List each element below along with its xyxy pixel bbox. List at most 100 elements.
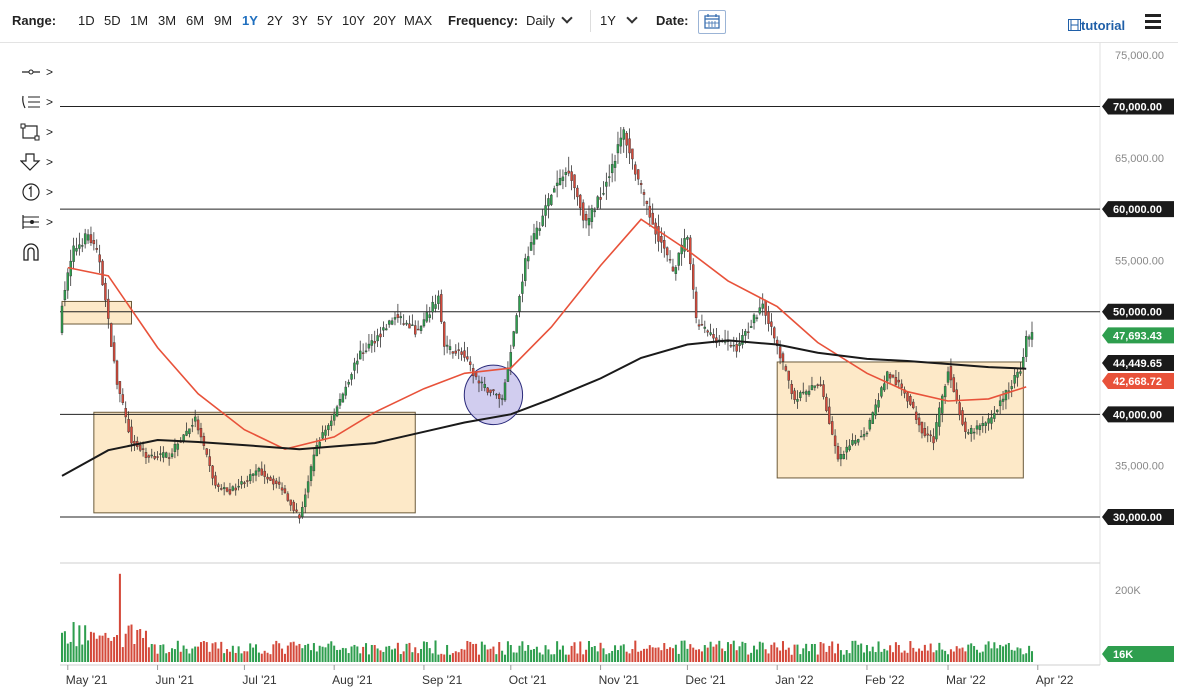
menu-icon[interactable] xyxy=(1145,14,1161,32)
volume-bar xyxy=(663,643,666,662)
magnet-tool[interactable] xyxy=(20,242,60,262)
volume-bar xyxy=(640,650,643,662)
volume-bar xyxy=(695,649,698,662)
volume-bar xyxy=(214,642,217,662)
volume-bar xyxy=(420,648,423,662)
time-tick-label: Jan '22 xyxy=(775,673,814,687)
candle-body xyxy=(836,446,840,460)
candle-body xyxy=(996,409,999,412)
volume-bar xyxy=(199,642,202,662)
candle-body xyxy=(416,328,420,331)
volume-bar xyxy=(118,573,121,662)
candle-body xyxy=(553,188,556,193)
range-9m[interactable]: 9M xyxy=(214,13,233,28)
volume-bar xyxy=(92,632,95,662)
range-1m[interactable]: 1M xyxy=(130,13,149,28)
volume-bar xyxy=(75,646,78,662)
volume-bar xyxy=(808,651,811,662)
volume-bar xyxy=(197,646,200,662)
candle-body xyxy=(480,381,484,384)
candle-body xyxy=(234,487,237,491)
volume-bar xyxy=(900,652,903,662)
volume-bar xyxy=(472,644,475,662)
candle-body xyxy=(709,332,712,335)
range-1y[interactable]: 1Y xyxy=(242,13,258,28)
candle-body xyxy=(442,322,446,347)
volume-bar xyxy=(147,647,150,662)
candle-body xyxy=(573,174,576,189)
measure-tool[interactable]: > xyxy=(20,212,60,232)
candle-body xyxy=(83,233,87,245)
candle-body xyxy=(987,418,990,424)
candle-body xyxy=(587,218,591,226)
volume-bar xyxy=(171,648,174,662)
candle-body xyxy=(787,370,790,381)
date-picker-button[interactable] xyxy=(698,10,726,34)
volume-bar xyxy=(918,648,921,662)
period-select[interactable]: 1Y xyxy=(600,12,638,29)
range-20y[interactable]: 20Y xyxy=(373,13,397,28)
range-max[interactable]: MAX xyxy=(404,13,433,28)
price-tick-label: 35,000.00 xyxy=(1115,461,1164,473)
counter-tool-icon xyxy=(22,183,40,201)
candle-body xyxy=(512,331,515,347)
range-1d[interactable]: 1D xyxy=(78,13,95,28)
candle-body xyxy=(509,352,513,369)
volume-bar xyxy=(66,643,69,662)
volume-bar xyxy=(475,643,478,662)
candle-body xyxy=(581,202,585,221)
volume-bar xyxy=(408,642,411,662)
candle-body xyxy=(396,314,400,318)
frequency-value: Daily xyxy=(526,13,555,28)
volume-bar xyxy=(637,651,640,662)
volume-bar xyxy=(857,644,860,662)
volume-bar xyxy=(518,645,521,662)
range-6m[interactable]: 6M xyxy=(186,13,205,28)
range-3m[interactable]: 3M xyxy=(158,13,177,28)
frequency-select[interactable]: Daily xyxy=(526,12,573,29)
volume-bar xyxy=(324,647,327,662)
time-tick-label: Oct '21 xyxy=(509,673,547,687)
volume-bar xyxy=(521,641,524,662)
volume-bar xyxy=(535,646,538,662)
candle-body xyxy=(434,304,437,309)
volume-bar xyxy=(477,654,480,662)
candle-body xyxy=(613,160,617,168)
fib-tool[interactable]: > xyxy=(20,92,60,112)
volume-bar xyxy=(941,649,944,662)
volume-bar xyxy=(889,645,892,662)
volume-bar xyxy=(538,652,541,662)
range-5y[interactable]: 5Y xyxy=(317,13,333,28)
range-5d[interactable]: 5D xyxy=(104,13,121,28)
range-10y[interactable]: 10Y xyxy=(342,13,366,28)
range-2y[interactable]: 2Y xyxy=(267,13,283,28)
candle-body xyxy=(101,260,104,286)
volume-bar xyxy=(301,648,304,662)
volume-bar xyxy=(336,649,339,662)
volume-bar xyxy=(544,645,547,662)
volume-bar xyxy=(341,647,344,662)
rectangle-tool[interactable]: > xyxy=(20,122,60,142)
candle-body xyxy=(471,368,475,376)
volume-bar xyxy=(89,631,92,662)
volume-bar xyxy=(570,645,573,662)
volume-bar xyxy=(712,646,715,662)
volume-bar xyxy=(787,647,790,662)
volume-bar xyxy=(237,646,240,662)
volume-bar xyxy=(776,647,779,662)
candle-body xyxy=(107,298,110,319)
volume-bar xyxy=(347,653,350,662)
counter-tool[interactable]: > xyxy=(20,182,60,202)
volume-bar xyxy=(110,640,113,662)
range-3y[interactable]: 3Y xyxy=(292,13,308,28)
volume-bar xyxy=(747,654,750,662)
candle-body xyxy=(75,248,78,252)
line-tool[interactable]: > xyxy=(20,62,60,82)
candle-body xyxy=(445,344,449,347)
arrow-tool[interactable]: > xyxy=(19,152,60,172)
tutorial-link[interactable]: tutorial xyxy=(1068,18,1125,33)
volume-bar xyxy=(344,648,347,662)
level-flag-label: 40,000.00 xyxy=(1113,409,1162,421)
volume-bar xyxy=(124,633,127,662)
volume-bar xyxy=(851,640,854,662)
